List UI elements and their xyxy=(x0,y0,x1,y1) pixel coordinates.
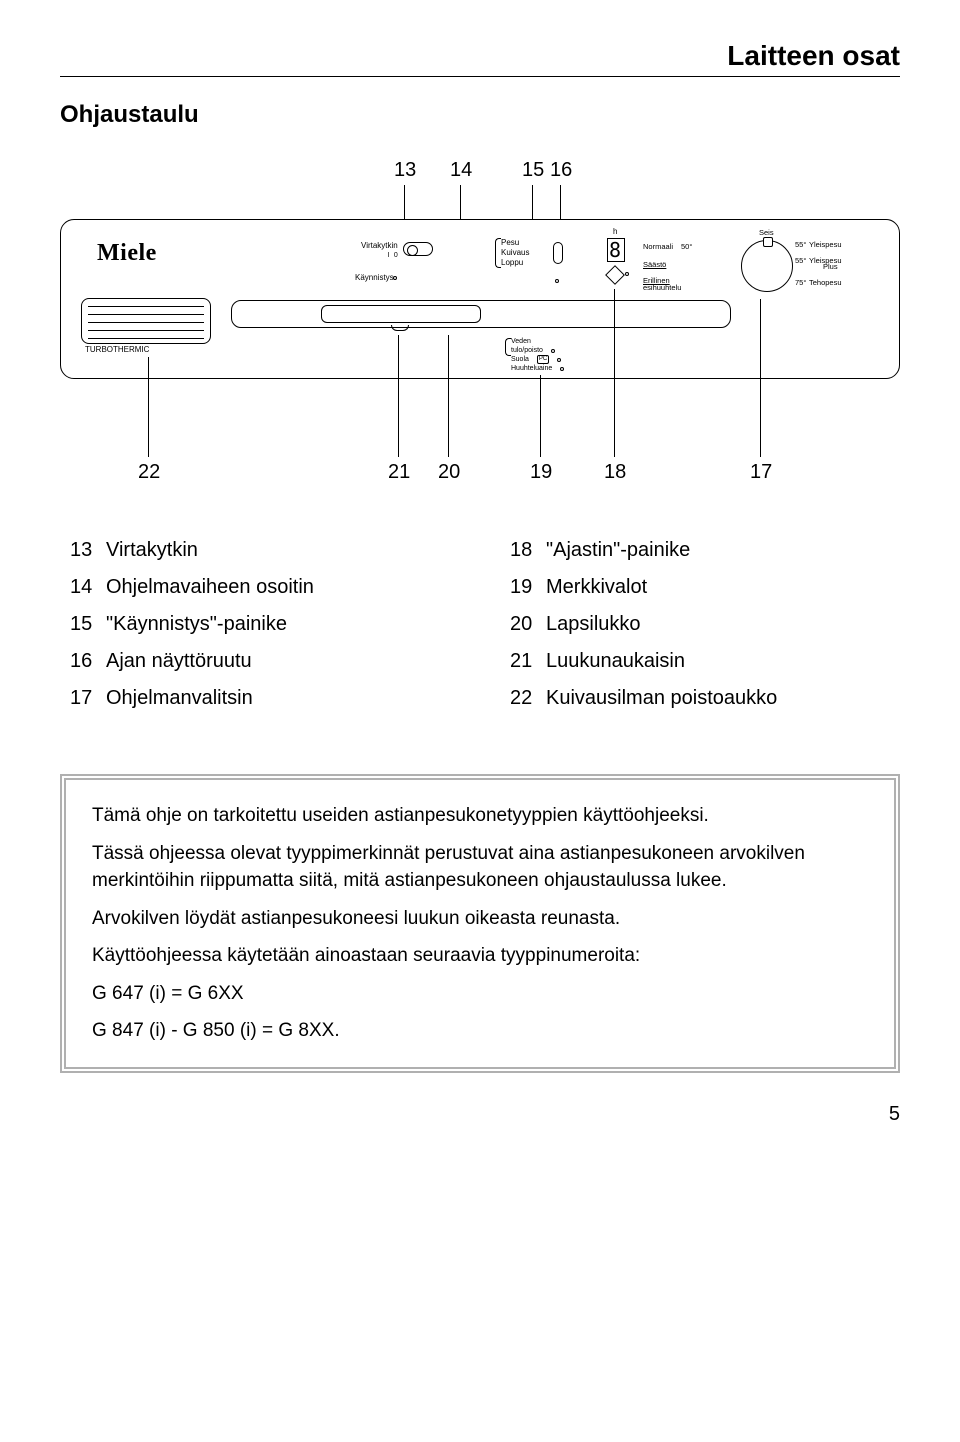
page-title: Laitteen osat xyxy=(60,40,900,77)
legend-num: 16 xyxy=(70,650,106,673)
brand-logo: Miele xyxy=(97,240,157,267)
program-dial xyxy=(741,240,793,292)
dial-label-yleispesu1: Yleispesu xyxy=(809,240,842,249)
power-switch-label: Virtakytkin I 0 xyxy=(361,242,398,260)
leader-line xyxy=(148,357,149,457)
door-handle-inner xyxy=(321,305,481,323)
legend-text: Ohjelmavaiheen osoitin xyxy=(106,576,314,599)
dial-label-55b: 55° xyxy=(795,256,806,265)
vent-label: TURBOTHERMIC xyxy=(85,346,149,355)
vent-grille xyxy=(81,298,211,344)
timer-dot xyxy=(625,272,629,276)
note-p4: Käyttöohjeessa käytetään ainoastaan seur… xyxy=(92,942,868,970)
callout-15: 15 xyxy=(522,159,544,182)
callout-21: 21 xyxy=(388,461,410,484)
timer-button-icon xyxy=(605,265,625,285)
leader-line xyxy=(398,335,399,457)
legend-text: Ajan näyttöruutu xyxy=(106,650,252,673)
dial-label-50: 50° xyxy=(681,242,692,251)
legend-text: Luukunaukaisin xyxy=(546,650,685,673)
callout-13: 13 xyxy=(394,159,416,182)
callout-19: 19 xyxy=(530,461,552,484)
legend-num: 20 xyxy=(510,613,546,636)
door-notch xyxy=(391,325,409,331)
legend-num: 13 xyxy=(70,539,106,562)
digit-h-label: h xyxy=(613,228,617,237)
legend-text: Kuivausilman poistoaukko xyxy=(546,687,777,710)
legend-num: 19 xyxy=(510,576,546,599)
note-p3: Arvokilven löydät astianpesukoneesi luuk… xyxy=(92,905,868,933)
leader-line xyxy=(614,289,615,457)
control-panel-diagram: 13 14 15 16 Miele TURBOTHERMIC Virtakytk… xyxy=(60,159,900,519)
dial-label-seis: Seis xyxy=(759,228,774,237)
note-p5: G 647 (i) = G 6XX xyxy=(92,980,868,1008)
phase-dot xyxy=(555,270,559,288)
legend: 13Virtakytkin 14Ohjelmavaiheen osoitin 1… xyxy=(70,539,890,724)
door-handle-slot xyxy=(231,300,731,328)
start-indicator xyxy=(393,276,397,280)
dial-label-75: 75° xyxy=(795,278,806,287)
callout-16: 16 xyxy=(550,159,572,182)
dial-label-saasto: Säästö xyxy=(643,260,666,269)
callout-20: 20 xyxy=(438,461,460,484)
legend-num: 21 xyxy=(510,650,546,673)
legend-text: "Käynnistys"-painike xyxy=(106,613,287,636)
legend-text: Virtakytkin xyxy=(106,539,198,562)
dial-label-55a: 55° xyxy=(795,240,806,249)
legend-left: 13Virtakytkin 14Ohjelmavaiheen osoitin 1… xyxy=(70,539,450,724)
page-number: 5 xyxy=(60,1103,900,1126)
start-label: Käynnistys xyxy=(355,274,394,283)
legend-num: 18 xyxy=(510,539,546,562)
legend-text: "Ajastin"-painike xyxy=(546,539,690,562)
leader-line xyxy=(540,375,541,457)
callout-14: 14 xyxy=(450,159,472,182)
phase-light-bar xyxy=(553,242,563,264)
section-title: Ohjaustaulu xyxy=(60,101,900,129)
legend-num: 15 xyxy=(70,613,106,636)
callout-18: 18 xyxy=(604,461,626,484)
legend-num: 22 xyxy=(510,687,546,710)
legend-text: Lapsilukko xyxy=(546,613,641,636)
panel-outline: Miele TURBOTHERMIC Virtakytkin I 0 Käynn… xyxy=(60,219,900,379)
note-p2: Tässä ohjeessa olevat tyyppimerkinnät pe… xyxy=(92,840,868,895)
legend-num: 14 xyxy=(70,576,106,599)
dial-label-normaali: Normaali xyxy=(643,242,673,251)
legend-text: Merkkivalot xyxy=(546,576,647,599)
callout-22: 22 xyxy=(138,461,160,484)
dial-label-tehopesu: Tehopesu xyxy=(809,278,842,287)
legend-num: 17 xyxy=(70,687,106,710)
dial-label-erillinen2: esihuuhtelu xyxy=(643,283,681,292)
legend-right: 18"Ajastin"-painike 19Merkkivalot 20Laps… xyxy=(510,539,890,724)
note-p1: Tämä ohje on tarkoitettu useiden astianp… xyxy=(92,802,868,830)
phase-indicators: Pesu Kuivaus Loppu xyxy=(501,238,529,268)
note-p6: G 847 (i) - G 850 (i) = G 8XX. xyxy=(92,1017,868,1045)
leader-line xyxy=(448,335,449,457)
power-switch-icon xyxy=(403,242,433,256)
dial-label-plus: Plus xyxy=(823,262,838,271)
lower-indicators: Veden tulo/poisto Suola PC Huuhteluaine xyxy=(511,338,564,374)
callout-17: 17 xyxy=(750,461,772,484)
note-box: Tämä ohje on tarkoitettu useiden astianp… xyxy=(60,774,900,1073)
legend-text: Ohjelmanvalitsin xyxy=(106,687,253,710)
leader-line xyxy=(760,299,761,457)
time-digit: 8 xyxy=(609,238,620,262)
